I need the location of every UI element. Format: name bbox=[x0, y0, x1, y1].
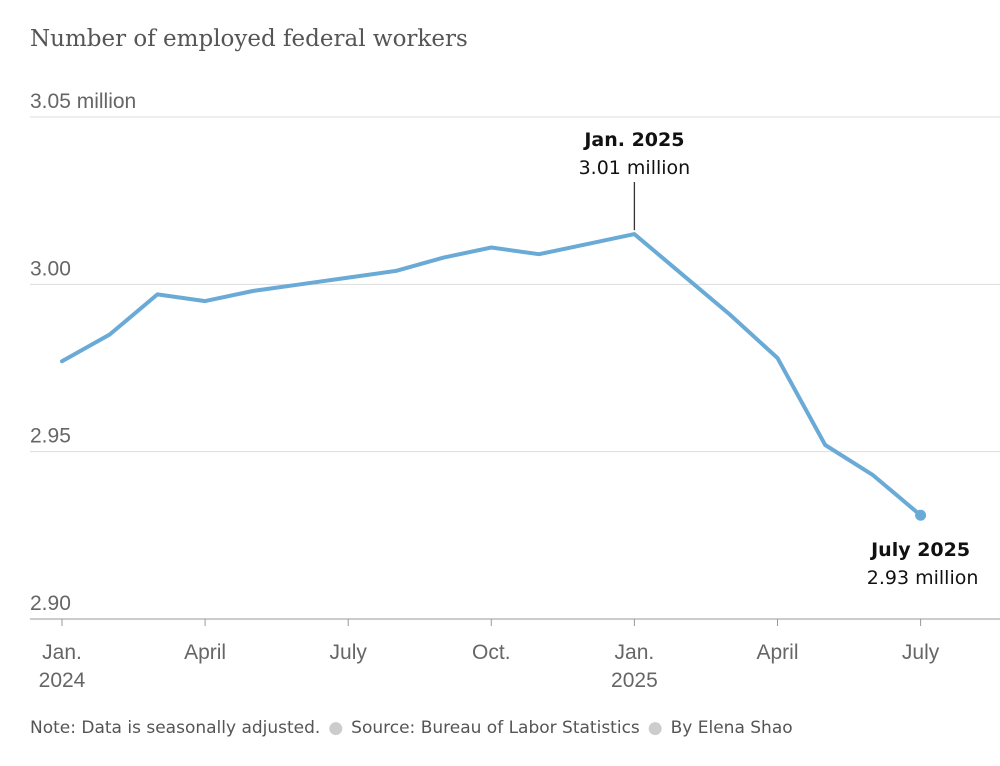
x-tick-label: July bbox=[330, 641, 368, 664]
y-tick-label: 2.95 bbox=[30, 425, 71, 448]
separator-dot-icon: ● bbox=[328, 718, 344, 738]
y-tick-label: 2.90 bbox=[30, 592, 71, 615]
annotation-heading: July 2025 bbox=[869, 539, 970, 561]
x-axis: Jan. 2024 April July Oct. Jan. 2025 April July bbox=[30, 618, 1000, 692]
x-tick-label: April bbox=[184, 641, 226, 664]
x-tick-label: 2025 bbox=[611, 669, 658, 692]
annotation-heading: Jan. 2025 bbox=[582, 129, 684, 151]
x-tick-label: April bbox=[756, 641, 798, 664]
x-tick-label: Jan. bbox=[615, 641, 655, 664]
y-tick-label: 3.00 bbox=[30, 257, 71, 280]
footer-byline: By Elena Shao bbox=[670, 718, 793, 738]
end-point-marker bbox=[915, 509, 927, 521]
y-tick-label: 3.05 million bbox=[30, 90, 136, 113]
footer-source: Source: Bureau of Labor Statistics bbox=[351, 718, 640, 738]
chart-footer: Note: Data is seasonally adjusted. ● Sourc… bbox=[30, 718, 793, 738]
y-axis-labels: 3.05 million 3.00 2.95 2.90 bbox=[30, 90, 136, 615]
x-tick-label: Oct. bbox=[472, 641, 511, 664]
gridlines bbox=[30, 116, 1000, 453]
annotation-value: 3.01 million bbox=[579, 157, 691, 179]
series-layer bbox=[60, 232, 927, 521]
x-tick-label: July bbox=[902, 641, 940, 664]
x-tick-label: 2024 bbox=[39, 669, 86, 692]
separator-dot-icon: ● bbox=[647, 718, 663, 738]
annotation-value: 2.93 million bbox=[867, 567, 979, 589]
annotations: Jan. 2025 3.01 million July 2025 2.93 milli… bbox=[579, 129, 979, 589]
series-line bbox=[60, 232, 923, 518]
chart-title: Number of employed federal workers bbox=[30, 26, 468, 52]
footer-note: Note: Data is seasonally adjusted. bbox=[30, 718, 321, 738]
x-tick-label: Jan. bbox=[42, 641, 82, 664]
